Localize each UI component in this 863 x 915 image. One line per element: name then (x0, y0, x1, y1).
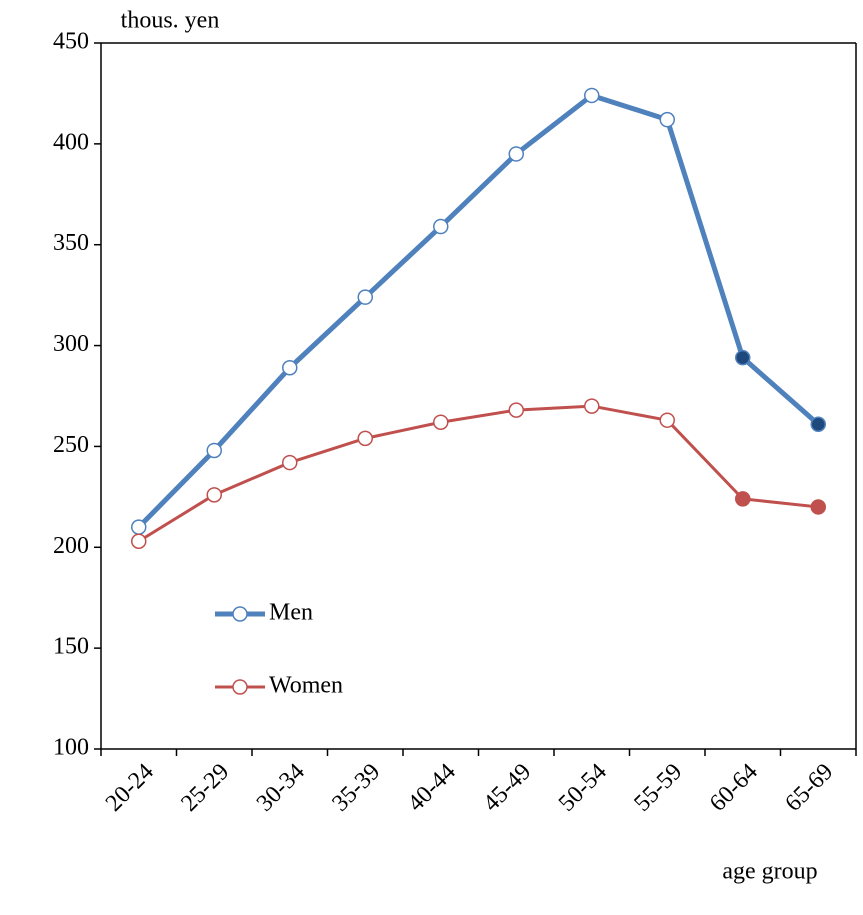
marker (810, 499, 826, 515)
x-tick-label: 35-39 (327, 759, 385, 817)
y-tick-label: 150 (53, 634, 89, 660)
y-tick-label: 350 (53, 230, 89, 256)
legend-marker (232, 606, 248, 622)
x-tick-label: 50-54 (554, 759, 612, 817)
marker (357, 289, 373, 305)
x-axis-label: age group (722, 859, 817, 885)
marker (584, 398, 600, 414)
x-tick-label: 60-64 (705, 759, 763, 817)
marker (508, 146, 524, 162)
marker (206, 442, 222, 459)
marker (584, 87, 600, 104)
legend-label: Women (269, 673, 343, 699)
y-tick-label: 300 (53, 331, 89, 357)
x-tick-label: 45-49 (478, 759, 536, 817)
marker (282, 454, 298, 471)
legend-label: Men (269, 600, 313, 626)
y-axis-label: thous. yen (121, 8, 220, 34)
x-tick-label: 30-34 (252, 759, 310, 817)
marker (735, 491, 751, 507)
y-tick-label: 450 (53, 29, 89, 55)
marker (659, 412, 675, 428)
x-tick-label: 65-69 (780, 759, 838, 817)
y-tick-label: 250 (53, 432, 89, 458)
marker (659, 111, 675, 128)
x-tick-label: 55-59 (629, 759, 687, 817)
marker (131, 519, 147, 535)
legend-marker (232, 679, 248, 695)
x-tick-label: 25-29 (176, 759, 234, 817)
marker (433, 218, 449, 235)
marker (357, 430, 373, 447)
series-line (137, 404, 819, 543)
marker (735, 349, 751, 366)
x-tick-label: 40-44 (403, 759, 461, 817)
marker (433, 414, 449, 430)
marker (810, 416, 826, 432)
marker (206, 487, 222, 503)
marker (131, 533, 147, 549)
y-tick-label: 400 (53, 129, 89, 155)
x-tick-label: 20-24 (101, 759, 159, 817)
marker (282, 360, 298, 376)
y-tick-label: 200 (53, 533, 89, 559)
y-tick-label: 100 (53, 735, 89, 761)
series-line (136, 92, 820, 529)
marker (508, 402, 524, 418)
